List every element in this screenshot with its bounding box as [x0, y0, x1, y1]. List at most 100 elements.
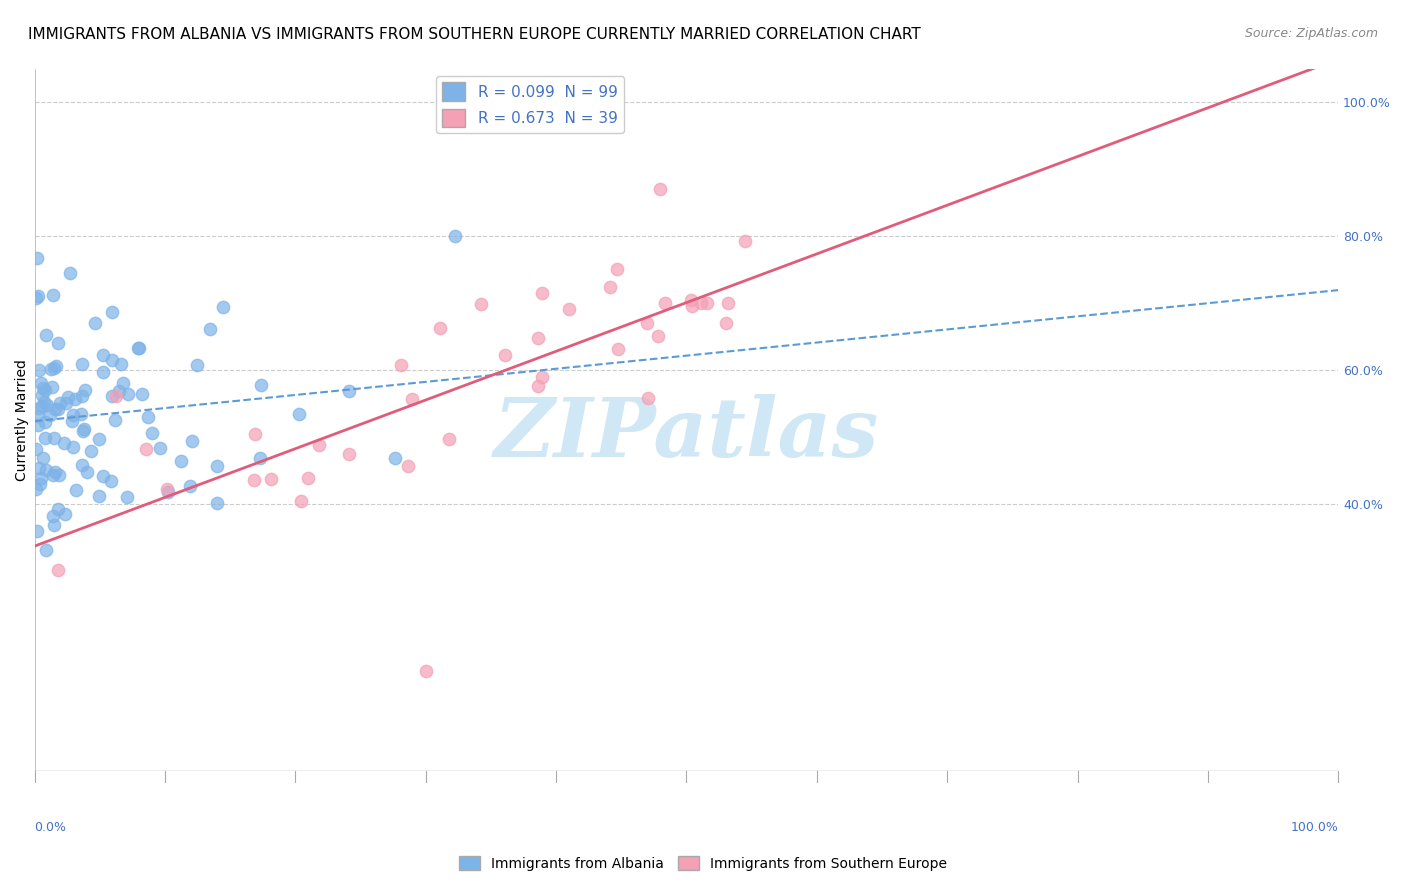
- Point: [30, 470, 52, 484]
- Point: [42, 509, 65, 524]
- Point: [401, 392, 423, 406]
- Point: [42, 518, 65, 533]
- Point: [650, 182, 672, 196]
- Text: 100.0%: 100.0%: [1291, 821, 1339, 833]
- Point: [637, 391, 659, 405]
- Point: [65, 392, 87, 407]
- Point: [30, 376, 52, 391]
- Point: [110, 357, 132, 371]
- Point: [87, 432, 110, 446]
- Point: [41, 379, 63, 393]
- Point: [70, 408, 93, 422]
- Point: [156, 485, 179, 500]
- Point: [558, 301, 581, 316]
- Point: [56, 390, 79, 404]
- Point: [249, 377, 271, 392]
- Point: [101, 304, 124, 318]
- Point: [287, 407, 309, 421]
- Point: [25, 483, 48, 497]
- Point: [91, 365, 114, 379]
- Point: [128, 341, 150, 355]
- Point: [42, 361, 65, 376]
- Point: [46, 502, 69, 516]
- Point: [41, 288, 63, 302]
- Point: [717, 296, 740, 310]
- Point: [39, 408, 62, 422]
- Point: [396, 458, 419, 473]
- Point: [297, 471, 319, 485]
- Point: [83, 316, 105, 330]
- Point: [100, 389, 122, 403]
- Point: [100, 474, 122, 488]
- Point: [530, 285, 553, 300]
- Point: [290, 494, 312, 508]
- Point: [49, 396, 72, 410]
- Point: [200, 322, 222, 336]
- Point: [249, 450, 271, 465]
- Point: [179, 479, 201, 493]
- Point: [25, 442, 48, 457]
- Legend: R = 0.099  N = 99, R = 0.673  N = 39: R = 0.099 N = 99, R = 0.673 N = 39: [436, 76, 624, 133]
- Point: [149, 442, 172, 456]
- Point: [59, 266, 82, 280]
- Point: [415, 664, 437, 678]
- Point: [46, 336, 69, 351]
- Point: [72, 458, 94, 473]
- Point: [44, 401, 66, 416]
- Point: [48, 467, 70, 482]
- Point: [606, 342, 628, 356]
- Point: [27, 289, 49, 303]
- Point: [25, 291, 48, 305]
- Point: [75, 384, 97, 398]
- Point: [180, 434, 202, 448]
- Text: IMMIGRANTS FROM ALBANIA VS IMMIGRANTS FROM SOUTHERN EUROPE CURRENTLY MARRIED COR: IMMIGRANTS FROM ALBANIA VS IMMIGRANTS FR…: [28, 27, 921, 42]
- Point: [105, 389, 128, 403]
- Point: [44, 359, 66, 373]
- Point: [690, 296, 713, 310]
- Point: [117, 387, 139, 401]
- Point: [131, 387, 153, 401]
- Point: [429, 321, 451, 335]
- Point: [62, 441, 84, 455]
- Point: [31, 399, 53, 413]
- Point: [27, 461, 49, 475]
- Point: [714, 317, 737, 331]
- Point: [28, 476, 51, 491]
- Point: [101, 353, 124, 368]
- Point: [44, 465, 66, 479]
- Point: [654, 296, 676, 310]
- Point: [27, 409, 49, 424]
- Point: [636, 317, 658, 331]
- Point: [28, 401, 51, 415]
- Point: [25, 251, 48, 265]
- Point: [48, 402, 70, 417]
- Point: [60, 414, 83, 428]
- Point: [494, 349, 516, 363]
- Point: [65, 483, 87, 498]
- Point: [39, 362, 62, 376]
- Point: [734, 235, 756, 249]
- Point: [72, 424, 94, 438]
- Point: [205, 459, 228, 474]
- Point: [62, 408, 84, 422]
- Point: [34, 395, 56, 409]
- Point: [527, 378, 550, 392]
- Point: [599, 280, 621, 294]
- Point: [696, 295, 718, 310]
- Point: [135, 442, 157, 456]
- Text: ZIPatlas: ZIPatlas: [494, 394, 879, 474]
- Point: [55, 396, 77, 410]
- Point: [531, 370, 554, 384]
- Point: [337, 446, 360, 460]
- Point: [115, 490, 138, 504]
- Point: [70, 389, 93, 403]
- Point: [211, 300, 233, 314]
- Point: [34, 384, 56, 398]
- Point: [170, 454, 193, 468]
- Point: [87, 490, 110, 504]
- Point: [76, 466, 98, 480]
- Y-axis label: Currently Married: Currently Married: [15, 359, 30, 481]
- Point: [70, 357, 93, 371]
- Text: 0.0%: 0.0%: [35, 821, 66, 833]
- Point: [41, 468, 63, 483]
